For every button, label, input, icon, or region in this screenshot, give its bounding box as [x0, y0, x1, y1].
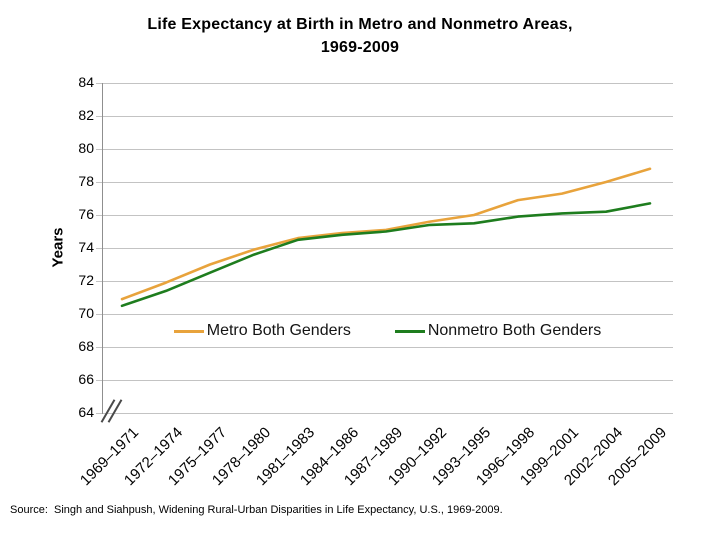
y-gridline: [96, 313, 673, 315]
y-tick-label: 82: [78, 107, 94, 123]
metro-line: [120, 167, 652, 301]
nonmetro-line-swatch-icon: [394, 329, 425, 333]
y-gridline: [96, 148, 673, 150]
y-tick-label: 74: [78, 239, 94, 255]
y-gridline: [96, 82, 673, 84]
source-note: Source: Singh and Siahpush, Widening Rur…: [10, 504, 503, 516]
y-gridline: [96, 214, 673, 216]
chart-title-line2: 1969-2009: [320, 39, 400, 56]
y-tick-label: 84: [78, 74, 94, 90]
chart-canvas: [120, 167, 652, 308]
y-gridline: [96, 280, 673, 282]
y-tick-label: 72: [78, 272, 94, 288]
legend-item-nonmetro: Nonmetro Both Genders: [394, 322, 602, 340]
y-gridline: [96, 181, 673, 183]
plot-area: Metro Both Genders Nonmetro Both Genders: [96, 82, 673, 414]
y-tick-label: 78: [78, 173, 94, 189]
y-tick-label: 68: [78, 338, 94, 354]
chart-title-line1: Life Expectancy at Birth in Metro and No…: [147, 16, 573, 33]
y-gridline: [96, 412, 673, 414]
y-tick-label: 70: [78, 305, 94, 321]
y-gridline: [96, 346, 673, 348]
y-tick-label: 64: [78, 404, 94, 420]
legend-label-metro: Metro Both Genders: [206, 322, 351, 339]
y-axis-line: [102, 83, 103, 414]
nonmetro-line: [120, 202, 652, 308]
metro-line-swatch-icon: [173, 329, 204, 333]
legend-label-nonmetro: Nonmetro Both Genders: [427, 322, 602, 339]
y-gridline: [96, 247, 673, 249]
y-tick-label: 80: [78, 140, 94, 156]
y-tick-label: 66: [78, 371, 94, 387]
chart-title: Life Expectancy at Birth in Metro and No…: [0, 13, 720, 59]
legend: Metro Both Genders Nonmetro Both Genders: [102, 320, 673, 342]
legend-item-metro: Metro Both Genders: [173, 322, 351, 340]
y-tick-label: 76: [78, 206, 94, 222]
y-gridline: [96, 115, 673, 117]
y-gridline: [96, 379, 673, 381]
